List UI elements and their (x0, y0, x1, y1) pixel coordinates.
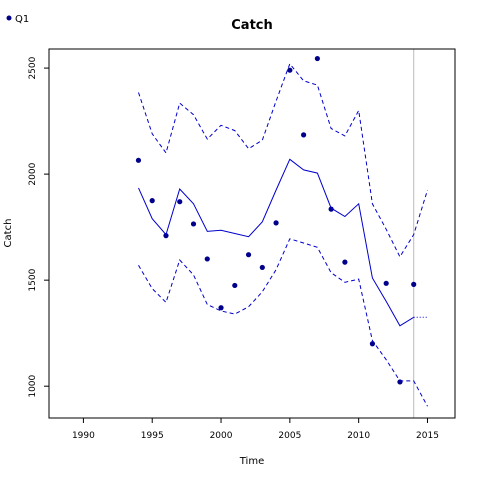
y-tick-label: 1500 (28, 268, 38, 291)
y-axis-label: Catch (3, 219, 14, 248)
data-point (259, 264, 265, 271)
data-point (301, 132, 307, 138)
data-point (328, 206, 334, 212)
data-point (232, 282, 238, 289)
legend-label-q1: Q1 (15, 14, 29, 25)
x-tick-label: 2010 (347, 431, 370, 441)
data-point (287, 67, 293, 73)
x-tick-label: 1990 (72, 431, 95, 441)
data-point (204, 256, 210, 262)
data-point (190, 221, 197, 227)
data-point (273, 220, 279, 226)
x-tick-label: 2015 (416, 431, 439, 441)
x-tick-label: 2005 (278, 431, 301, 441)
x-axis-label: Time (239, 456, 264, 467)
plot-frame (48, 48, 456, 419)
fit-line (138, 158, 414, 327)
confidence-band-line (138, 238, 428, 407)
x-axis: 1990 1995 2000 2005 2010 2015 (72, 418, 439, 441)
x-tick-label: 2000 (210, 431, 233, 441)
chart-title: Catch (231, 18, 273, 33)
x-tick-label: 1995 (141, 431, 164, 441)
y-tick-label: 2500 (28, 56, 38, 79)
data-point (245, 252, 252, 258)
legend-marker (6, 15, 12, 21)
data-point (411, 281, 417, 287)
data-point (342, 259, 348, 265)
confidence-band-line (138, 62, 428, 258)
data-point (314, 55, 320, 62)
data-point (135, 157, 142, 163)
y-tick-label: 1000 (28, 374, 38, 397)
data-point (218, 305, 224, 311)
plot-area (135, 49, 428, 418)
y-tick-label: 2000 (28, 162, 38, 185)
data-point (369, 341, 376, 347)
legend: Q1 (6, 14, 29, 25)
data-point (149, 198, 155, 204)
data-point (383, 280, 389, 286)
y-axis: 1000 1500 2000 2500 (28, 56, 49, 398)
data-point (163, 233, 169, 239)
data-point (177, 199, 183, 205)
